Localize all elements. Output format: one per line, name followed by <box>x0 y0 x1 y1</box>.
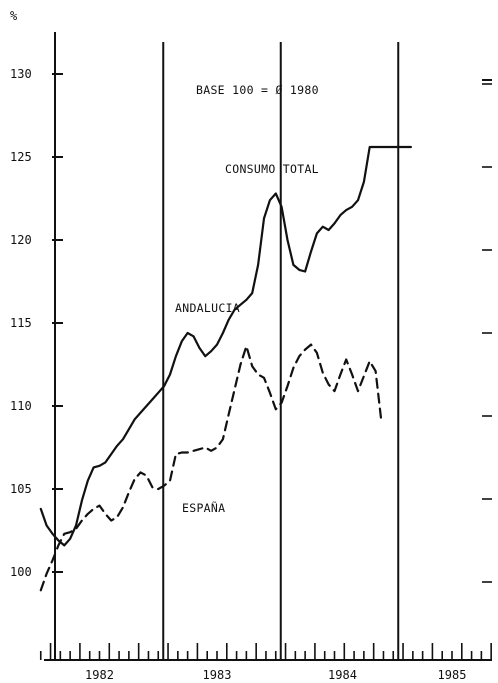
y-ticks: 100 105 110 115 120 125 130 <box>10 67 492 583</box>
base-annotation: BASE 100 = Ø 1980 <box>196 83 319 97</box>
y-unit-label: % <box>10 9 18 23</box>
x-tick-label: 1982 <box>85 668 114 682</box>
x-tick-label: 1983 <box>203 668 232 682</box>
x-tick-label: 1985 <box>438 668 467 682</box>
y-tick-label: 100 <box>10 565 32 579</box>
y-tick-label: 115 <box>10 316 32 330</box>
y-tick-label: 110 <box>10 399 32 413</box>
series-label-espana: ESPAÑA <box>182 500 225 515</box>
series-line-0 <box>39 145 412 547</box>
y-tick-label: 125 <box>10 150 32 164</box>
series-label-andalucia: ANDALUCIA <box>175 301 240 315</box>
y-tick-label: 120 <box>10 233 32 247</box>
year-dividers <box>162 42 400 660</box>
x-tick-label: 1984 <box>328 668 357 682</box>
y-tick-label: 130 <box>10 67 32 81</box>
series-line-1 <box>39 343 383 592</box>
minor-ticks <box>39 643 492 660</box>
y-tick-label: 105 <box>10 482 32 496</box>
x-ticks: 1982 1983 1984 1985 <box>85 668 466 682</box>
chart-title: CONSUMO TOTAL <box>225 162 319 176</box>
series-lines <box>39 145 412 592</box>
